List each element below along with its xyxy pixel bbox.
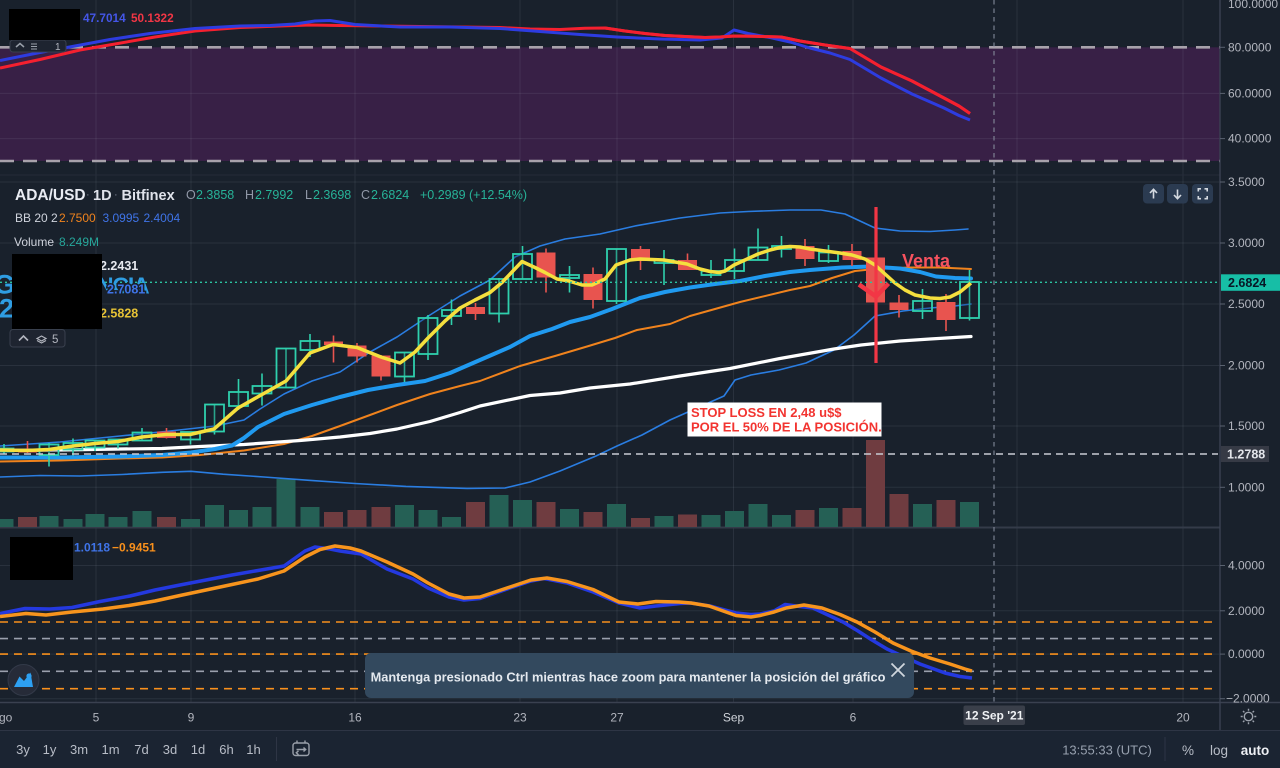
svg-text:0.0000: 0.0000 — [1228, 647, 1265, 661]
svg-text:2.7081: 2.7081 — [107, 283, 145, 297]
svg-text:1.2788: 1.2788 — [1227, 447, 1265, 461]
svg-text:·: · — [86, 189, 90, 201]
svg-text:2.3698: 2.3698 — [313, 188, 351, 202]
svg-text:O: O — [186, 188, 196, 202]
svg-text:3y: 3y — [16, 742, 30, 757]
svg-text:Sep: Sep — [723, 711, 745, 725]
svg-text:2.2431: 2.2431 — [100, 259, 138, 273]
svg-text:23: 23 — [513, 711, 527, 725]
svg-text:6h: 6h — [219, 742, 233, 757]
svg-text:2.4004: 2.4004 — [144, 211, 181, 225]
svg-text:50.1322: 50.1322 — [131, 11, 174, 25]
svg-text:1: 1 — [55, 42, 61, 53]
svg-text:20: 20 — [1176, 711, 1190, 725]
svg-text:5: 5 — [52, 334, 58, 346]
svg-text:−0.9451: −0.9451 — [112, 541, 156, 555]
svg-text:STOP LOSS EN 2,48 u$$: STOP LOSS EN 2,48 u$$ — [691, 405, 842, 420]
svg-text:60.0000: 60.0000 — [1228, 87, 1272, 101]
svg-text:5: 5 — [93, 711, 100, 725]
svg-text:3m: 3m — [70, 742, 88, 757]
svg-text:Ago: Ago — [0, 711, 13, 725]
svg-text:+0.2989 (+12.54%): +0.2989 (+12.54%) — [420, 188, 527, 202]
svg-text:1y: 1y — [43, 742, 57, 757]
svg-text:2.7992: 2.7992 — [255, 188, 293, 202]
svg-text:2.5828: 2.5828 — [100, 307, 138, 321]
svg-text:2.0000: 2.0000 — [1228, 604, 1265, 618]
svg-text:BB 20 2: BB 20 2 — [15, 211, 58, 225]
svg-text:3d: 3d — [163, 742, 177, 757]
svg-text:C: C — [361, 188, 370, 202]
svg-text:40.0000: 40.0000 — [1228, 132, 1272, 146]
svg-text:NCIA: NCIA — [97, 273, 149, 299]
svg-text:Bitfinex: Bitfinex — [122, 188, 175, 204]
svg-text:POR EL 50% DE LA POSICIÓN.: POR EL 50% DE LA POSICIÓN. — [691, 420, 882, 435]
svg-text:Volume: Volume — [14, 235, 54, 249]
svg-text:100.0000: 100.0000 — [1228, 0, 1278, 11]
svg-text:3.5000: 3.5000 — [1228, 175, 1265, 189]
svg-text:Mantenga presionado Ctrl mient: Mantenga presionado Ctrl mientras hace z… — [371, 670, 886, 685]
svg-text:2.7500: 2.7500 — [59, 211, 96, 225]
svg-text:12 Sep '21: 12 Sep '21 — [965, 709, 1024, 723]
svg-text:G: G — [0, 270, 15, 300]
svg-text:Venta: Venta — [902, 251, 951, 271]
svg-text:1h: 1h — [246, 742, 260, 757]
svg-text:L: L — [305, 188, 312, 202]
svg-text:ADA/USD: ADA/USD — [15, 187, 86, 204]
svg-text:1.0000: 1.0000 — [1228, 480, 1265, 494]
svg-text:−2.0000: −2.0000 — [1226, 692, 1270, 706]
svg-text:13:55:33 (UTC): 13:55:33 (UTC) — [1062, 743, 1152, 758]
svg-text:27: 27 — [610, 711, 624, 725]
svg-text:6: 6 — [850, 711, 857, 725]
svg-text:3.0995: 3.0995 — [103, 211, 140, 225]
svg-text:H: H — [245, 188, 254, 202]
svg-text:auto: auto — [1241, 743, 1270, 758]
svg-text:47.7014: 47.7014 — [83, 11, 126, 25]
svg-text:8.249M: 8.249M — [59, 235, 99, 249]
svg-text:4.0000: 4.0000 — [1228, 559, 1265, 573]
svg-text:2.6824: 2.6824 — [371, 188, 409, 202]
svg-text:2.3858: 2.3858 — [196, 188, 234, 202]
svg-text:2.6824: 2.6824 — [1228, 276, 1266, 290]
svg-text:1m: 1m — [101, 742, 119, 757]
svg-text:%: % — [1182, 743, 1194, 758]
svg-text:1d: 1d — [191, 742, 205, 757]
svg-text:16: 16 — [348, 711, 362, 725]
svg-text:2.5000: 2.5000 — [1228, 297, 1265, 311]
svg-text:3.0000: 3.0000 — [1228, 236, 1265, 250]
svg-text:·: · — [114, 189, 118, 201]
svg-text:log: log — [1210, 743, 1228, 758]
svg-text:7d: 7d — [134, 742, 148, 757]
svg-text:2.0000: 2.0000 — [1228, 359, 1265, 373]
svg-text:1.5000: 1.5000 — [1228, 419, 1265, 433]
svg-text:1.0118: 1.0118 — [74, 541, 110, 555]
svg-text:9: 9 — [188, 711, 195, 725]
svg-text:1D: 1D — [93, 188, 112, 204]
svg-text:80.0000: 80.0000 — [1228, 41, 1272, 55]
